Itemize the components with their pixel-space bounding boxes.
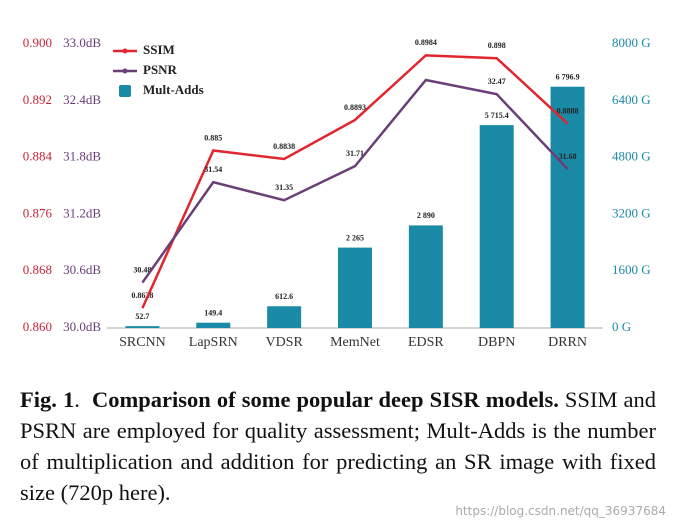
tick-label: 1600 G [612,262,651,277]
tick-label: 0.884 [23,149,53,164]
tick-label: 6400 G [612,92,651,107]
data-label: 31.35 [275,183,293,192]
data-label: 0.8893 [344,103,366,112]
data-label: 31.68 [559,152,577,161]
caption-title: Comparison of some popular deep SISR mod… [92,387,559,412]
data-label: 31.54 [204,165,222,174]
data-label: 0.8984 [415,38,437,47]
tick-label: 33.0dB [63,35,101,50]
tick-label: 0 G [612,319,631,334]
data-label: 612.6 [275,292,293,301]
line [141,54,569,309]
data-label: 5 715.4 [485,111,509,120]
tick-label: 31.2dB [63,205,101,220]
data-label: 149.4 [204,309,222,318]
x-tick-label: LapSRN [189,335,238,350]
legend-label: SSIM [143,42,175,57]
bar [408,225,443,328]
caption: Fig. 1. Comparison of some popular deep … [20,387,657,505]
data-label: 0.8888 [557,106,579,115]
data-label: 0.898 [488,41,506,50]
tick-label: 0.892 [23,92,52,107]
data-label: 32.47 [488,77,506,86]
tick-label: 0.876 [23,205,53,220]
legend-swatch [119,85,131,97]
x-tick-label: MemNet [330,335,380,350]
tick-label: 0.860 [23,319,52,334]
legend-marker [122,68,128,74]
tick-label: 32.4dB [63,92,101,107]
line [141,78,569,284]
data-label: 0.8838 [273,142,295,151]
tick-label: 31.8dB [63,149,101,164]
x-tick-label: VDSR [265,335,303,350]
caption-body: SSIM and PSRN are employed for quality a… [20,387,657,505]
data-label: 31.71 [346,149,364,158]
data-label: 2 265 [346,233,364,242]
caption-label: Fig. 1 [20,387,75,412]
x-tick-label: SRCNN [119,335,166,350]
bar [267,306,302,328]
legend-label: Mult-Adds [143,82,204,97]
data-label: 0.885 [204,133,222,142]
tick-label: 8000 G [612,35,651,50]
tick-label: 3200 G [612,205,651,220]
bar [196,322,231,328]
watermark: https://blog.csdn.net/qq_36937684 [455,504,666,518]
x-tick-label: EDSR [408,335,444,350]
data-label: 30.48 [133,265,151,274]
bar [550,86,585,328]
data-label: 0.8628 [131,291,153,300]
chart: 0.860 0.868 0.876 0.884 0.892 0.900 30.0dB 30.6… [23,35,651,350]
tick-label: 4800 G [612,149,651,164]
legend-marker [122,48,128,54]
tick-label: 0.900 [23,35,52,50]
bar [125,326,160,328]
data-label: 6 796.9 [556,73,580,82]
x-tick-label: DBPN [478,335,515,350]
data-label: 52.7 [135,312,149,321]
x-tick-label: DRRN [548,335,587,350]
data-label: 2 890 [417,211,435,220]
legend-label: PSNR [143,62,178,77]
tick-label: 30.0dB [63,319,101,334]
tick-label: 30.6dB [63,262,101,277]
bar [479,125,514,328]
bar [338,247,372,328]
tick-label: 0.868 [23,262,52,277]
